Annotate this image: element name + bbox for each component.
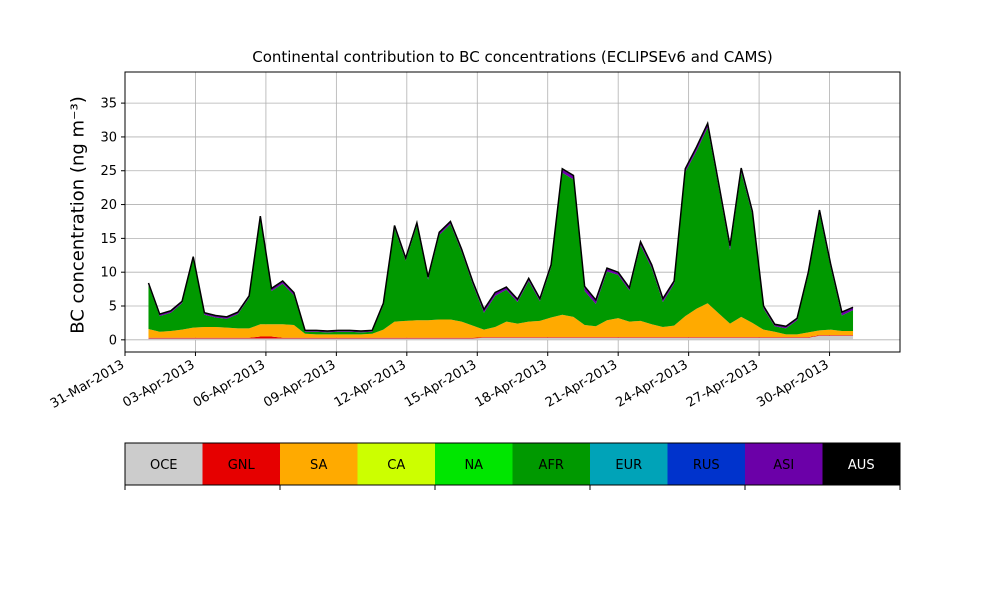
- plot-frame: [124, 71, 901, 353]
- legend-swatch-rus: [667, 443, 745, 485]
- y-tick-label: 25: [100, 164, 117, 179]
- y-tick-label: 5: [109, 300, 117, 315]
- legend-label-sa: SA: [310, 458, 327, 473]
- legend-swatch-afr: [512, 443, 590, 485]
- y-tick-label: 20: [100, 198, 117, 213]
- x-tick-label: 18-Apr-2013: [473, 357, 550, 410]
- x-tick-label: 21-Apr-2013: [543, 357, 620, 410]
- legend-swatch-gnl: [202, 443, 280, 485]
- area-afr: [148, 127, 854, 335]
- legend-swatch-na: [435, 443, 513, 485]
- x-tick-label: 09-Apr-2013: [261, 357, 338, 410]
- x-tick-label: 03-Apr-2013: [120, 357, 197, 410]
- area-asi: [148, 124, 854, 333]
- x-tick-label: 06-Apr-2013: [191, 357, 268, 410]
- legend-swatch-asi: [745, 443, 823, 485]
- legend-label-eur: EUR: [615, 458, 642, 473]
- y-tick-label: 35: [100, 97, 117, 112]
- x-tick-label: 12-Apr-2013: [332, 357, 409, 410]
- area-sa: [148, 303, 854, 338]
- x-tick-label: 27-Apr-2013: [684, 357, 761, 410]
- chart-title: Continental contribution to BC concentra…: [252, 48, 773, 66]
- legend-label-rus: RUS: [693, 458, 720, 473]
- y-tick-label: 0: [109, 333, 117, 348]
- legend-label-gnl: GNL: [228, 458, 256, 473]
- legend-label-oce: OCE: [150, 458, 178, 473]
- y-tick-label: 30: [100, 130, 117, 145]
- y-tick-label: 10: [100, 266, 117, 281]
- legend-swatch-aus: [822, 443, 900, 485]
- legend-swatch-sa: [280, 443, 358, 485]
- legend-label-afr: AFR: [539, 458, 564, 473]
- legend-label-aus: AUS: [848, 458, 875, 473]
- legend-swatch-eur: [590, 443, 668, 485]
- legend-label-na: NA: [464, 458, 483, 473]
- legend-label-ca: CA: [387, 458, 405, 473]
- x-tick-label: 31-Mar-2013: [48, 357, 127, 411]
- y-tick-label: 15: [100, 232, 117, 247]
- legend-frame: [124, 442, 901, 486]
- legend-swatch-oce: [125, 443, 203, 485]
- x-tick-label: 30-Apr-2013: [754, 357, 831, 410]
- legend-swatch-ca: [357, 443, 435, 485]
- legend-label-asi: ASI: [773, 458, 794, 473]
- x-tick-label: 24-Apr-2013: [614, 357, 691, 410]
- total-line: [147, 120, 854, 332]
- x-tick-label: 15-Apr-2013: [402, 357, 479, 410]
- area-gnl: [148, 335, 854, 339]
